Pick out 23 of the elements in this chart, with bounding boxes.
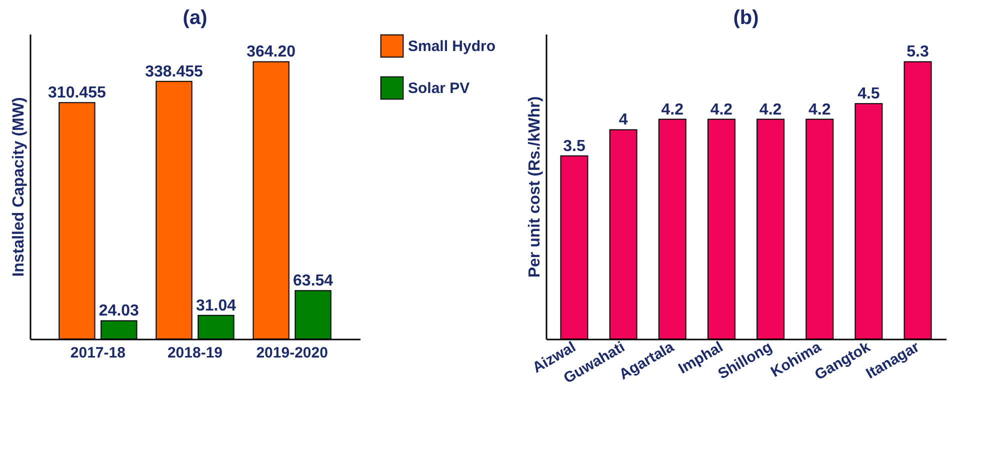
chart-title: (b)	[733, 7, 759, 29]
data-label: 364.20	[246, 44, 296, 61]
x-tick-label: 2019-2020	[256, 344, 328, 362]
data-label: 4.5	[858, 86, 880, 103]
data-label: 63.54	[293, 272, 334, 290]
y-axis-title: Per unit cost (Rs./kWhr)	[526, 96, 544, 278]
y-axis-title: Installed Capacity (MW)	[10, 97, 28, 277]
data-label: 4.2	[759, 101, 782, 118]
data-label: 4.2	[661, 101, 684, 118]
chart-title: (a)	[182, 7, 208, 29]
data-label: 4.2	[710, 101, 733, 118]
data-label: 3.5	[563, 138, 586, 155]
data-label: 4	[618, 112, 628, 129]
legend-label: Solar PV	[408, 80, 470, 97]
legend-label: Small Hydro	[408, 38, 496, 55]
data-label: 31.04	[196, 297, 236, 314]
data-label: 24.03	[98, 302, 140, 320]
data-label: 5.3	[906, 44, 929, 61]
data-label: 338.455	[145, 63, 204, 80]
data-label: 310.455	[48, 84, 106, 102]
x-tick-label: 2018-19	[167, 344, 223, 362]
data-label: 4.2	[808, 101, 831, 118]
x-tick-label: 2017-18	[70, 344, 126, 362]
